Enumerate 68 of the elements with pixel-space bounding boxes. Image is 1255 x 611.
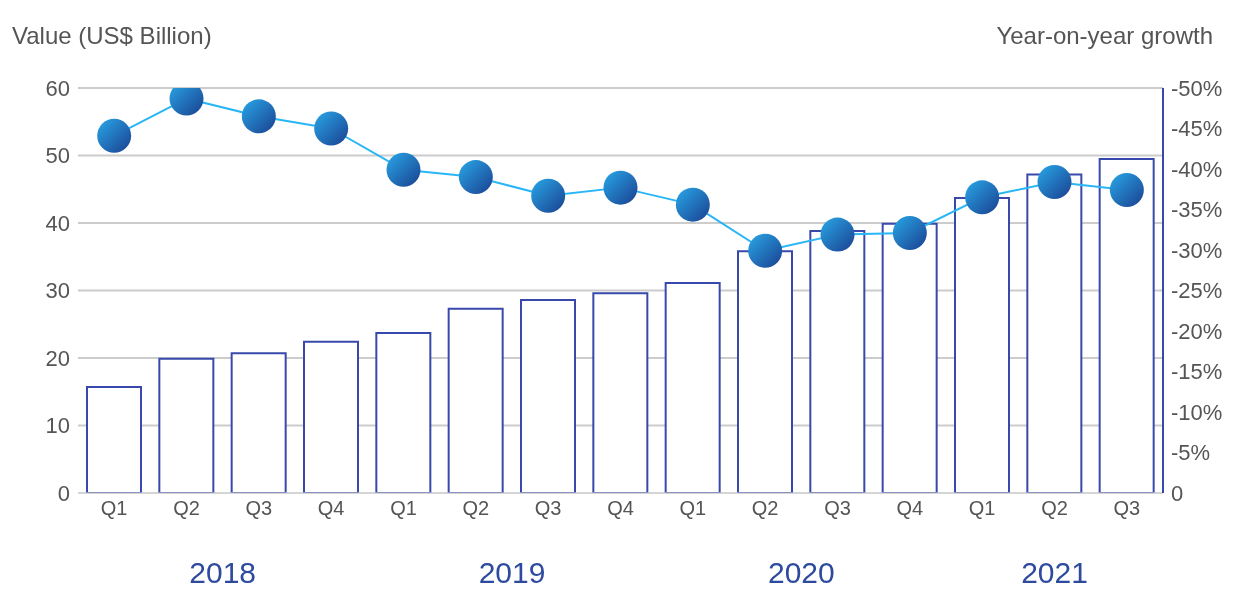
- point: [1109, 173, 1144, 208]
- y-axis-title: Value (US$ Billion): [12, 22, 212, 50]
- x-tick-label: Q2: [1041, 497, 1068, 520]
- y-tick-label: 40: [45, 210, 70, 236]
- y2-tick-label: -30%: [1171, 237, 1223, 263]
- bar: [881, 222, 938, 493]
- y-tick-label: 60: [45, 75, 70, 101]
- bar: [1026, 173, 1083, 493]
- point: [1037, 164, 1072, 199]
- y-tick-label: 0: [57, 480, 70, 506]
- point: [458, 160, 493, 195]
- point: [314, 111, 349, 146]
- y-tick-label: 20: [45, 345, 70, 371]
- x-tick-label: Q4: [896, 497, 924, 520]
- x-tick-label: Q1: [679, 497, 707, 520]
- point: [241, 99, 276, 134]
- text: 2019: [477, 556, 547, 590]
- point: [748, 233, 783, 268]
- bar: [954, 197, 1010, 493]
- x-tick-label: Q4: [607, 497, 634, 520]
- y2-tick-label: -5%: [1171, 440, 1211, 466]
- y2-tick-label: -25%: [1171, 278, 1223, 304]
- point: [603, 170, 638, 205]
- x-tick-label: Q2: [462, 497, 490, 520]
- y-tick-label: 10: [45, 413, 70, 439]
- bar: [592, 292, 649, 493]
- y2-tick-label: -40%: [1171, 156, 1223, 182]
- text: 2018: [188, 556, 258, 590]
- bar: [737, 250, 793, 493]
- bar: [664, 282, 721, 493]
- x-tick-label: Q3: [824, 497, 851, 520]
- point: [97, 118, 132, 153]
- bar: [86, 386, 142, 493]
- y2-tick-label: -45%: [1171, 116, 1223, 142]
- bar: [375, 332, 432, 493]
- x-tick-label: Q3: [1113, 497, 1141, 520]
- point: [386, 152, 421, 187]
- y-tick-label: 50: [45, 143, 70, 169]
- point: [531, 178, 566, 213]
- text: 2020: [766, 556, 836, 590]
- y2-tick-label: -35%: [1171, 197, 1223, 223]
- bar: [303, 340, 359, 493]
- bar: [1098, 157, 1155, 493]
- x-tick-label: Q1: [100, 497, 128, 520]
- point: [965, 180, 1000, 215]
- x-tick-label: Q1: [968, 497, 996, 520]
- bar: [809, 230, 866, 493]
- y2-tick-label: 0: [1171, 480, 1184, 506]
- x-tick-label: Q3: [245, 497, 273, 520]
- bar: [520, 298, 576, 493]
- bar: [230, 352, 287, 493]
- point: [675, 187, 710, 222]
- x-tick-label: Q3: [534, 497, 562, 520]
- y2-tick-label: -50%: [1171, 75, 1223, 101]
- bar: [158, 357, 215, 493]
- bar: [447, 307, 504, 493]
- y2-axis-title: Year-on-year growth: [996, 22, 1213, 50]
- y2-tick-label: -15%: [1171, 359, 1223, 385]
- point: [892, 215, 927, 250]
- y-tick-label: 30: [45, 278, 70, 304]
- x-tick-label: Q2: [173, 497, 200, 520]
- point: [820, 217, 855, 252]
- text: 2021: [1020, 556, 1089, 590]
- y2-tick-label: -20%: [1171, 318, 1223, 344]
- x-tick-label: Q4: [317, 497, 345, 520]
- x-tick-label: Q1: [390, 497, 417, 520]
- x-tick-label: Q2: [751, 497, 779, 520]
- y2-tick-label: -10%: [1171, 399, 1223, 425]
